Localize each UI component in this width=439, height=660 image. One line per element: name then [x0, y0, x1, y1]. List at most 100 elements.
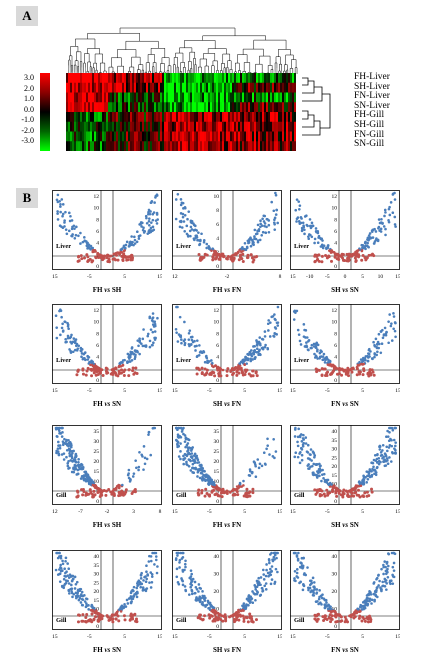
x-tick-label: 15 [157, 274, 162, 280]
x-tick-label: 15 [277, 388, 282, 394]
panel-label-a: A [16, 6, 38, 26]
x-tick-label: -5 [325, 388, 330, 394]
comparison-label: FH vs SH [92, 286, 122, 294]
x-tick-label: 5 [123, 274, 126, 280]
y-tick-label: 25 [332, 455, 338, 461]
y-tick-label: 40 [332, 554, 338, 560]
y-tick-label: 4 [334, 355, 337, 361]
tissue-label: Liver [176, 243, 191, 250]
y-tick-label: 10 [94, 320, 100, 326]
x-tick-label: -15 [172, 388, 178, 394]
x-tick-label: 5 [123, 388, 126, 394]
x-tick-label: -5 [325, 634, 330, 640]
heatmap-row-label: SN-Liver [354, 100, 390, 111]
y-tick-label: 6 [216, 343, 219, 349]
x-tick-label: -15 [290, 388, 296, 394]
x-tick-label: -5 [325, 509, 330, 515]
x-tick-label: -15 [52, 634, 58, 640]
y-tick-label: 10 [214, 320, 220, 326]
y-tick-label: 0 [96, 378, 99, 384]
scale-label: 0.0 [24, 104, 34, 114]
y-tick-label: 5 [96, 615, 99, 621]
x-tick-label: 15 [277, 509, 282, 515]
scale-label: 1.0 [24, 94, 34, 103]
tissue-label: Liver [294, 243, 309, 250]
heatmap-row-label: FN-Gill [354, 129, 385, 140]
x-tick-label: -2 [225, 274, 230, 280]
x-tick-label: -5 [207, 388, 212, 394]
y-tick-label: 15 [94, 469, 100, 475]
y-tick-label: 35 [214, 429, 220, 435]
y-tick-label: 12 [214, 308, 220, 314]
y-tick-label: 0 [96, 499, 99, 505]
volcano-plot-svg: 0 5 10 15 20 25 30 35 Gill -15 -5 5 15 [170, 425, 283, 515]
comparison-label: FH vs SN [92, 646, 122, 654]
comparison-label: FN vs SN [331, 646, 359, 654]
y-tick-label: 4 [216, 236, 219, 242]
volcano-plot: 0 10 20 30 40 Gill -15 -5 5 15 SH vs FN [170, 550, 283, 660]
heatmap-row-label: FH-Gill [354, 110, 385, 121]
y-tick-label: 35 [94, 429, 100, 435]
y-tick-label: 12 [332, 308, 338, 314]
comparison-label: FH vs SH [92, 521, 122, 529]
tissue-label: Gill [294, 617, 305, 624]
y-tick-label: 30 [214, 439, 220, 445]
x-tick-label: 15 [157, 388, 162, 394]
y-tick-label: 4 [96, 241, 99, 247]
y-tick-label: 25 [94, 449, 100, 455]
comparison-label: SH vs FN [212, 400, 242, 408]
y-tick-label: 12 [94, 194, 100, 200]
x-tick-label: -2 [105, 509, 110, 515]
comparison-label: FH vs SN [92, 400, 122, 408]
y-tick-label: 0 [334, 499, 337, 505]
y-tick-label: 4 [96, 355, 99, 361]
x-tick-label: 15 [157, 634, 162, 640]
y-tick-label: 0 [216, 624, 219, 630]
heatmap-row-label: FH-Liver [354, 72, 390, 82]
y-tick-label: 20 [332, 589, 338, 595]
y-tick-label: 0 [96, 624, 99, 630]
x-tick-label: 5 [361, 634, 364, 640]
scale-label: 3.0 [24, 73, 34, 82]
x-tick-label: 5 [243, 509, 246, 515]
tissue-label: Gill [56, 492, 67, 499]
x-tick-label: 15 [277, 634, 282, 640]
y-tick-label: 40 [332, 429, 338, 435]
y-tick-label: 40 [94, 554, 100, 560]
y-tick-label: 6 [96, 343, 99, 349]
x-tick-label: -15 [290, 274, 296, 280]
x-tick-label: -5 [87, 634, 92, 640]
column-dendrogram [68, 27, 298, 74]
x-tick-label: -12 [172, 274, 178, 280]
y-tick-label: 10 [332, 320, 338, 326]
y-tick-label: 20 [94, 589, 100, 595]
x-tick-label: -15 [290, 634, 296, 640]
y-tick-label: 30 [332, 447, 338, 453]
comparison-label: SH vs SN [331, 521, 359, 529]
y-tick-label: 10 [214, 479, 220, 485]
y-tick-label: 30 [94, 439, 100, 445]
x-tick-label: -15 [172, 509, 178, 515]
x-tick-label: -7 [78, 509, 83, 515]
y-tick-label: 12 [94, 308, 100, 314]
y-tick-label: 20 [214, 589, 220, 595]
y-tick-label: 10 [214, 607, 220, 613]
y-tick-label: 30 [332, 572, 338, 578]
x-tick-label: -5 [207, 509, 212, 515]
x-tick-label: 8 [279, 274, 282, 280]
y-tick-label: 6 [216, 222, 219, 228]
x-tick-label: 8 [159, 509, 162, 515]
y-tick-label: 6 [96, 229, 99, 235]
x-tick-label: 5 [361, 388, 364, 394]
scale-label: -1.0 [21, 115, 34, 124]
y-tick-label: 20 [214, 459, 220, 465]
y-tick-label: 0 [216, 264, 219, 270]
